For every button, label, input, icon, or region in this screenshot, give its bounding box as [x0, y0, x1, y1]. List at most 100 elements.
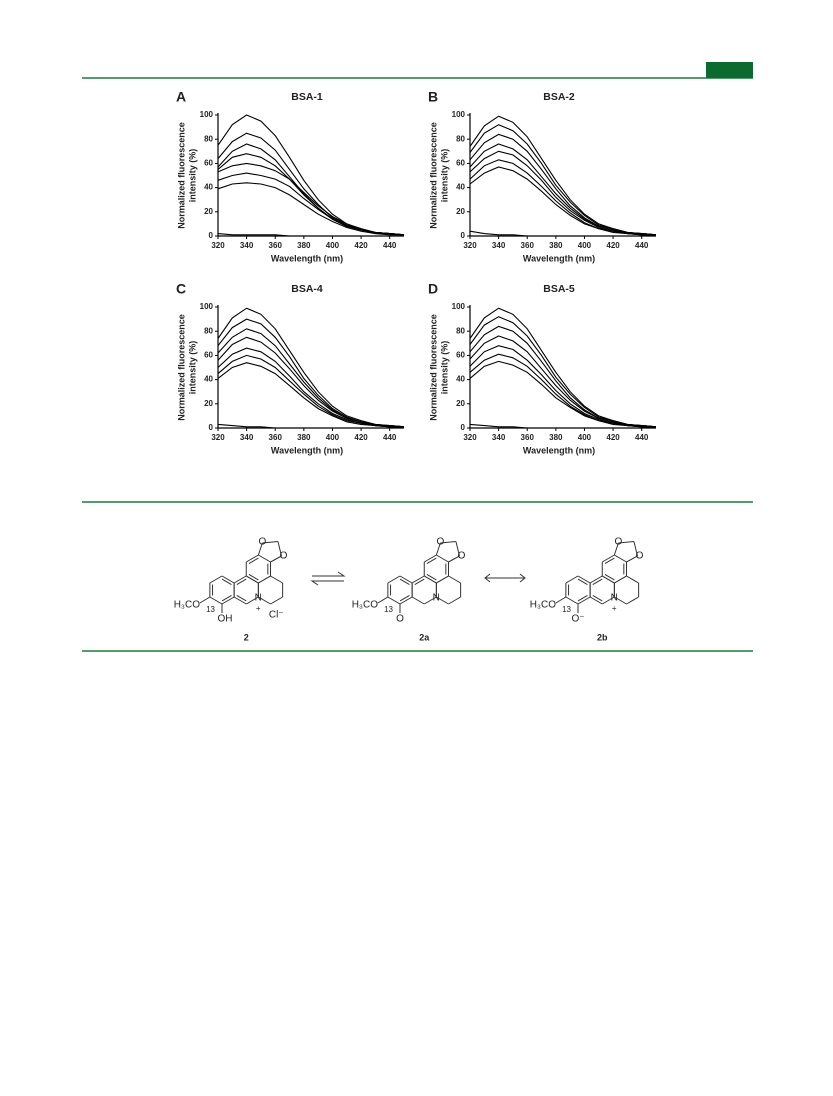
bond: [626, 575, 639, 584]
panel-label: B: [428, 89, 438, 105]
spectrum-line: [217, 362, 404, 428]
compound-label: 2: [244, 632, 249, 642]
y-tick-label: 80: [204, 134, 213, 143]
bond: [387, 596, 401, 605]
x-tick-label: 400: [578, 433, 592, 442]
bond: [435, 542, 441, 556]
bond: [565, 596, 579, 605]
bond: [589, 596, 603, 605]
x-tick-label: 400: [578, 241, 592, 250]
bond: [426, 574, 437, 581]
atom-label: O: [280, 551, 288, 562]
x-tick-label: 360: [269, 241, 283, 250]
y-tick-label: 40: [204, 375, 213, 384]
y-tick-label: 100: [452, 110, 466, 119]
y-tick-label: 80: [456, 326, 465, 335]
spectrum-line: [469, 325, 657, 428]
spectrum-line: [217, 172, 405, 236]
x-tick-label: 320: [211, 241, 225, 250]
bond: [258, 575, 271, 584]
x-tick-label: 340: [492, 241, 506, 250]
bond: [270, 555, 282, 563]
substituent: O⁻: [571, 614, 584, 625]
spectrum-line: [469, 133, 657, 236]
spectrum-line: [469, 230, 656, 237]
bond: [248, 557, 259, 564]
atom-label: O: [636, 551, 644, 562]
x-tick-label: 340: [492, 433, 506, 442]
bond: [270, 596, 283, 605]
bond: [411, 596, 425, 605]
bond: [399, 596, 413, 605]
y-tick-label: 60: [204, 351, 213, 360]
spectrum-line: [217, 233, 404, 237]
spectrum-line: [469, 166, 656, 236]
charge: +: [256, 604, 261, 613]
atom-label: O: [458, 551, 466, 562]
methoxy: H₃CO: [174, 600, 201, 611]
x-tick-label: 320: [463, 433, 477, 442]
bond: [387, 575, 401, 584]
x-tick-label: 360: [521, 241, 535, 250]
x-tick-label: 420: [606, 241, 620, 250]
spectrum-line: [217, 153, 405, 236]
bond: [270, 575, 283, 584]
counterion: Cl⁻: [269, 610, 284, 621]
x-tick-label: 340: [240, 241, 254, 250]
methoxy: H₃CO: [530, 600, 557, 611]
x-tick-label: 360: [521, 433, 535, 442]
bond: [626, 596, 639, 605]
atom-label: O: [258, 537, 266, 548]
y-axis-label: Normalized fluorescence: [428, 314, 438, 421]
bond: [209, 575, 223, 584]
x-tick-label: 380: [549, 241, 563, 250]
bond: [614, 575, 627, 584]
chart-title: BSA-5: [543, 283, 575, 295]
bond: [455, 541, 460, 557]
bond: [221, 578, 232, 585]
bond: [448, 555, 460, 563]
bond: [604, 557, 615, 564]
compound-label: 2b: [597, 632, 608, 642]
y-axis-label: intensity (%): [439, 341, 449, 395]
bond: [604, 574, 615, 581]
x-tick-label: 380: [297, 241, 311, 250]
y-tick-label: 20: [456, 207, 465, 216]
nitrogen: N: [433, 593, 440, 604]
y-tick-label: 100: [200, 302, 214, 311]
spectrum-line: [217, 162, 405, 236]
bond: [601, 596, 615, 605]
nitrogen: N: [611, 593, 618, 604]
y-axis-label: intensity (%): [187, 341, 197, 395]
spectrum-line: [469, 124, 657, 236]
y-tick-label: 20: [456, 399, 465, 408]
bond: [411, 575, 425, 584]
spectrum-line: [217, 354, 404, 428]
bond: [199, 596, 211, 604]
bond: [377, 596, 389, 604]
y-tick-label: 100: [200, 110, 214, 119]
bond: [399, 595, 410, 602]
spectrum-line: [217, 182, 404, 236]
x-tick-label: 400: [326, 433, 340, 442]
methoxy: H₃CO: [352, 600, 379, 611]
resonance-arrow: [484, 573, 526, 583]
bond: [613, 542, 619, 556]
spectrum-line: [469, 360, 656, 428]
compound-label: 2a: [419, 632, 430, 642]
x-axis-label: Wavelength (nm): [271, 253, 343, 263]
bond: [577, 578, 588, 585]
bond: [248, 574, 259, 581]
bond: [209, 596, 223, 605]
bond: [426, 557, 437, 564]
bond: [436, 596, 449, 605]
x-tick-label: 400: [326, 241, 340, 250]
bond: [414, 578, 425, 585]
nitrogen: N: [255, 593, 262, 604]
charge: +: [612, 604, 617, 613]
atom-label: O: [614, 537, 622, 548]
bond: [399, 578, 410, 585]
y-tick-label: 20: [204, 207, 213, 216]
